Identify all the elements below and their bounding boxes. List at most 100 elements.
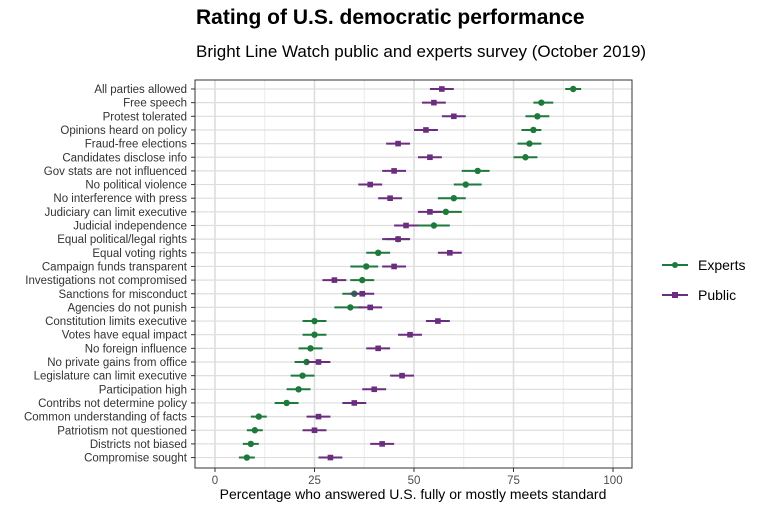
public-point (439, 86, 445, 92)
x-tick-labels: 0 25 50 75 100 (212, 468, 623, 487)
category-label: Districts not biased (90, 439, 187, 451)
x-tick-label: 100 (603, 475, 622, 487)
category-label: Candidates disclose info (62, 152, 187, 164)
category-label: Equal voting rights (92, 248, 187, 260)
public-point (315, 359, 322, 365)
experts-point (243, 454, 251, 461)
public-point (431, 99, 437, 106)
public-point (427, 209, 433, 215)
x-tick-label: 25 (308, 475, 321, 487)
category-label: All parties allowed (94, 84, 187, 96)
experts-point (311, 331, 318, 338)
category-label: No private gains from office (47, 357, 187, 369)
experts-point (570, 85, 577, 93)
experts-point (474, 167, 481, 175)
public-point (407, 331, 413, 338)
category-label: Sanctions for misconduct (59, 289, 188, 301)
x-tick-label: 75 (507, 475, 520, 487)
experts-point (442, 208, 450, 216)
public-point (327, 454, 334, 461)
experts-point (359, 276, 366, 284)
experts-point (295, 386, 302, 393)
category-label: No foreign influence (85, 343, 187, 355)
public-point (435, 318, 441, 324)
category-label: Participation high (99, 384, 187, 396)
public-point (427, 154, 433, 161)
experts-point (534, 113, 541, 120)
public-point (387, 195, 393, 201)
legend-key-experts (660, 255, 690, 275)
public-point (403, 222, 409, 229)
experts-point (347, 304, 354, 311)
category-label: Fraud-free elections (85, 139, 188, 151)
category-label: Legislature can limit executive (34, 371, 187, 383)
grid-layer (194, 79, 633, 469)
category-label: Gov stats are not influenced (44, 166, 187, 178)
public-point (375, 345, 381, 352)
category-label: Investigations not compromised (25, 275, 187, 287)
category-label: Free speech (123, 98, 187, 110)
category-label: Judicial independence (73, 221, 187, 233)
public-point (367, 181, 374, 188)
public-point (367, 304, 374, 311)
category-label: No interference with press (53, 193, 187, 205)
public-point (351, 400, 358, 406)
experts-point (526, 140, 533, 147)
public-point (451, 113, 457, 120)
chart-subtitle: Bright Line Watch public and experts sur… (196, 42, 647, 61)
public-point (331, 277, 338, 283)
legend-item-experts: Experts (660, 250, 745, 280)
category-label: Patriotism not questioned (57, 425, 187, 437)
public-point (395, 140, 401, 147)
category-label: Equal political/legal rights (57, 234, 187, 246)
experts-point (363, 263, 370, 270)
x-axis-label: Percentage who answered U.S. fully or mo… (220, 486, 607, 502)
experts-point (255, 413, 262, 420)
x-tick-label: 50 (408, 475, 421, 487)
category-label: Agencies do not punish (67, 302, 187, 314)
experts-point (311, 317, 318, 325)
legend: Experts Public (660, 250, 745, 310)
category-label: No political violence (85, 180, 187, 192)
category-label: Compromise sought (84, 453, 188, 465)
public-point (359, 290, 366, 297)
public-point (399, 372, 405, 379)
experts-point (247, 440, 255, 448)
experts-point (283, 399, 290, 407)
experts-point (522, 154, 529, 161)
experts-point (462, 181, 469, 188)
public-point (391, 263, 397, 270)
experts-point (303, 358, 310, 366)
public-point (423, 127, 429, 133)
experts-point (530, 126, 537, 134)
legend-label-public: Public (698, 287, 737, 303)
public-point (447, 250, 453, 256)
public-point (391, 168, 397, 174)
experts-point (374, 249, 382, 256)
category-label: Protest tolerated (103, 111, 187, 123)
series-public (302, 86, 466, 461)
experts-point (307, 345, 314, 352)
legend-key-public (660, 285, 690, 305)
public-point (379, 441, 385, 447)
category-label: Constitution limits executive (45, 316, 187, 328)
experts-point (538, 99, 545, 106)
experts-point (251, 427, 258, 434)
public-point (315, 413, 322, 420)
category-label: Judiciary can limit executive (44, 207, 187, 219)
public-point (371, 386, 377, 393)
legend-item-public: Public (660, 280, 745, 310)
category-label: Common understanding of facts (24, 412, 187, 424)
category-label: Campaign funds transparent (42, 261, 188, 273)
category-label: Opinions heard on policy (60, 125, 187, 137)
public-point (395, 236, 401, 242)
experts-point (430, 222, 438, 229)
category-label: Votes have equal impact (62, 330, 188, 342)
public-point (311, 427, 318, 434)
category-label: Contribs not determine policy (38, 398, 187, 410)
chart-title: Rating of U.S. democratic performance (196, 6, 585, 29)
x-tick-label: 0 (212, 475, 218, 487)
series-layer (238, 85, 582, 461)
